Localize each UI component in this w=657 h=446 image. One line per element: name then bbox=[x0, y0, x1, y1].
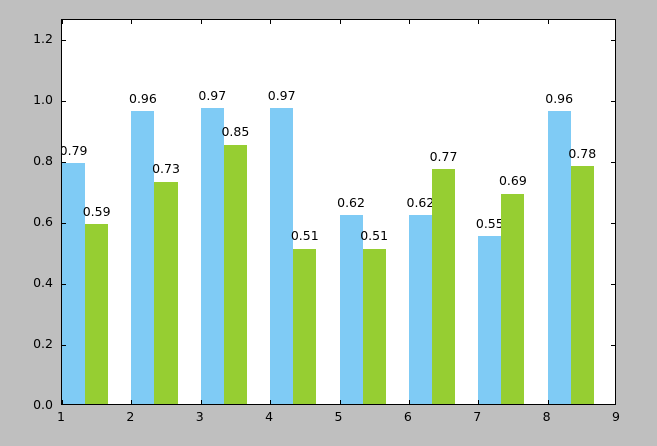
bar-value-label-series-b-7: 0.69 bbox=[498, 173, 527, 189]
bar-series-b-3 bbox=[223, 144, 247, 404]
bar-series-a-2 bbox=[131, 111, 155, 404]
x-tick-3 bbox=[200, 400, 202, 404]
y-tick-right-0.8 bbox=[611, 162, 615, 164]
y-tick-label-0.2: 0.2 bbox=[33, 336, 53, 352]
bar-series-b-5 bbox=[362, 248, 386, 404]
bar-series-b-7 bbox=[501, 193, 525, 404]
bar-series-a-3 bbox=[200, 108, 224, 404]
x-tick-6 bbox=[408, 400, 410, 404]
x-tick-top-1 bbox=[62, 20, 63, 24]
x-tick-top-2 bbox=[131, 20, 133, 24]
y-tick-1.0 bbox=[62, 101, 66, 103]
bar-series-b-4 bbox=[293, 248, 317, 404]
x-tick-top-6 bbox=[408, 20, 410, 24]
y-tick-label-1.2: 1.2 bbox=[33, 31, 53, 47]
x-tick-label-2: 2 bbox=[126, 409, 135, 424]
bar-value-label-series-a-4: 0.97 bbox=[267, 87, 296, 103]
x-tick-top-5 bbox=[339, 20, 341, 24]
bar-series-a-1 bbox=[62, 163, 86, 404]
y-tick-0.8 bbox=[62, 162, 66, 164]
bar-series-a-6 bbox=[408, 215, 432, 404]
bar-value-label-series-a-8: 0.96 bbox=[545, 90, 574, 106]
x-tick-8 bbox=[547, 400, 549, 404]
bar-value-label-series-b-6: 0.77 bbox=[429, 148, 458, 164]
x-tick-label-9: 9 bbox=[612, 409, 620, 424]
y-tick-right-0.4 bbox=[611, 284, 615, 286]
y-tick-0.4 bbox=[62, 284, 66, 286]
bar-value-label-series-b-8: 0.78 bbox=[568, 145, 597, 161]
bar-value-label-series-b-3: 0.85 bbox=[221, 124, 250, 140]
bar-series-b-2 bbox=[154, 181, 178, 404]
x-tick-label-3: 3 bbox=[195, 409, 204, 424]
bar-series-a-5 bbox=[339, 215, 363, 404]
x-tick-label-5: 5 bbox=[334, 409, 343, 424]
x-tick-5 bbox=[339, 400, 341, 404]
bar-series-a-8 bbox=[547, 111, 571, 404]
x-tick-4 bbox=[270, 400, 272, 404]
x-tick-1 bbox=[62, 400, 63, 404]
y-tick-right-0.2 bbox=[611, 345, 615, 347]
bar-value-label-series-a-7: 0.55 bbox=[475, 215, 504, 231]
y-tick-right-1.0 bbox=[611, 101, 615, 103]
x-tick-7 bbox=[478, 400, 480, 404]
x-tick-2 bbox=[131, 400, 133, 404]
y-tick-1.2 bbox=[62, 40, 66, 42]
y-tick-label-1.0: 1.0 bbox=[33, 92, 53, 108]
x-tick-top-3 bbox=[200, 20, 202, 24]
plot-axes: 0.79 0.96 0.97 0.97 0.62 0.62 0.55 0.96 0.59 0.73… bbox=[61, 19, 616, 405]
bar-value-label-series-b-1: 0.59 bbox=[82, 203, 111, 219]
bar-value-label-series-a-3: 0.97 bbox=[198, 87, 227, 103]
x-tick-label-7: 7 bbox=[473, 409, 482, 424]
y-tick-label-0.4: 0.4 bbox=[33, 275, 53, 291]
bar-value-label-series-b-4: 0.51 bbox=[290, 228, 319, 244]
bar-value-label-series-a-1: 0.79 bbox=[62, 142, 88, 158]
bar-series-a-4 bbox=[270, 108, 294, 404]
x-tick-top-7 bbox=[478, 20, 480, 24]
bar-value-label-series-a-5: 0.62 bbox=[337, 194, 365, 210]
y-tick-label-0.8: 0.8 bbox=[33, 153, 53, 169]
x-tick-label-4: 4 bbox=[265, 409, 274, 424]
y-tick-label-0.0: 0.0 bbox=[33, 397, 53, 412]
bar-series-a-7 bbox=[478, 236, 502, 404]
x-tick-label-1: 1 bbox=[57, 409, 65, 424]
y-tick-right-1.2 bbox=[611, 40, 615, 42]
bar-value-label-series-b-5: 0.51 bbox=[360, 228, 389, 244]
x-tick-top-4 bbox=[270, 20, 272, 24]
x-tick-label-8: 8 bbox=[542, 409, 551, 424]
bar-series-b-8 bbox=[570, 166, 594, 404]
bar-value-label-series-a-2: 0.96 bbox=[129, 90, 157, 106]
x-tick-top-8 bbox=[547, 20, 549, 24]
bar-value-label-series-a-6: 0.62 bbox=[406, 194, 435, 210]
y-tick-right-0.6 bbox=[611, 223, 615, 225]
bar-series-b-6 bbox=[431, 169, 456, 404]
y-tick-label-0.6: 0.6 bbox=[33, 214, 53, 230]
x-tick-label-6: 6 bbox=[403, 409, 412, 424]
bar-series-b-1 bbox=[85, 224, 109, 404]
y-tick-0.6 bbox=[62, 223, 66, 225]
y-tick-0.2 bbox=[62, 345, 66, 347]
plot-area: 0.79 0.96 0.97 0.97 0.62 0.62 0.55 0.96 0.59 0.73… bbox=[62, 20, 615, 404]
bar-value-label-series-b-2: 0.73 bbox=[152, 161, 180, 177]
